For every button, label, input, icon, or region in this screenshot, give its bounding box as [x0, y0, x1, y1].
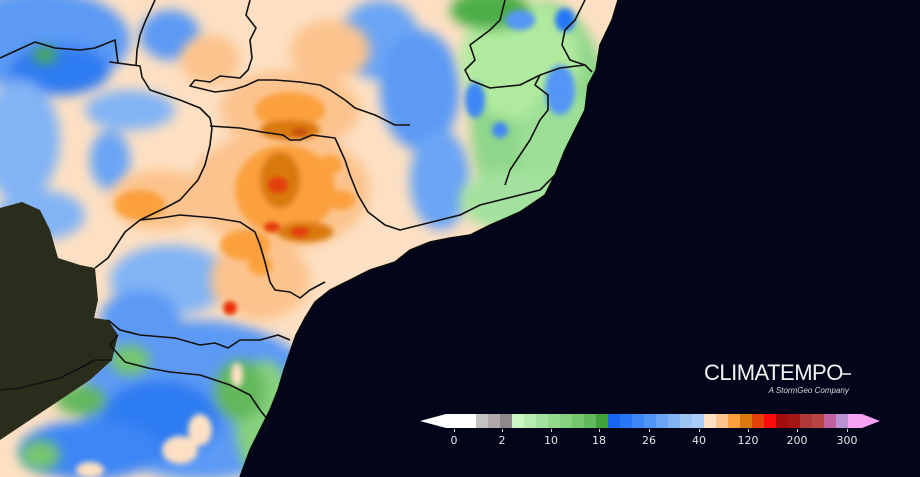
colorbar-segment — [728, 414, 740, 428]
colorbar-segment — [476, 414, 488, 428]
colorbar-tick-label: 0 — [450, 434, 458, 447]
colorbar-segment — [488, 414, 500, 428]
colorbar-tick-label: 40 — [692, 434, 706, 447]
colorbar-segment — [848, 414, 862, 428]
colorbar-segment — [596, 414, 608, 428]
colorbar-segment — [740, 414, 752, 428]
colorbar-tick-label: 120 — [737, 434, 759, 447]
colorbar-tick-label: 18 — [592, 434, 606, 447]
climatempo-o-arrow-icon — [840, 373, 851, 375]
colorbar-segment — [656, 414, 668, 428]
colorbar-segment — [548, 414, 560, 428]
colorbar-segment — [524, 414, 536, 428]
colorbar-segment — [632, 414, 644, 428]
colorbar-under-arrow — [420, 414, 446, 428]
masked-neighbor-country — [0, 202, 118, 440]
state-borders — [0, 0, 593, 431]
colorbar-tick — [454, 429, 455, 432]
colorbar-segment — [812, 414, 824, 428]
colorbar-tick-label: 2 — [498, 434, 506, 447]
brand-tagline: A StormGeo Company — [768, 386, 849, 395]
colorbar-tick — [551, 429, 552, 432]
colorbar-tick — [699, 429, 700, 432]
colorbar-segment — [608, 414, 620, 428]
coastline — [239, 0, 619, 477]
colorbar-tick — [847, 429, 848, 432]
colorbar-segment — [536, 414, 548, 428]
colorbar-segment — [512, 414, 524, 428]
colorbar-arrows — [420, 414, 880, 428]
brand-name: CLIMATEMPO — [704, 362, 851, 384]
colorbar-segment — [668, 414, 680, 428]
colorbar-segment — [500, 414, 512, 428]
colorbar-segment — [800, 414, 812, 428]
colorbar-segment — [644, 414, 656, 428]
colorbar-segment — [752, 414, 764, 428]
colorbar-segment — [572, 414, 584, 428]
colorbar-tick — [502, 429, 503, 432]
brand-name-text: CLIMATEMPO — [704, 360, 843, 385]
colorbar-segment — [836, 414, 848, 428]
colorbar-tick — [748, 429, 749, 432]
colorbar-tick-label: 26 — [642, 434, 656, 447]
colorbar-tick-label: 200 — [786, 434, 808, 447]
colorbar-segment — [824, 414, 836, 428]
colorbar-tick — [599, 429, 600, 432]
colorbar-tick — [797, 429, 798, 432]
colorbar-segment — [584, 414, 596, 428]
precipitation-colorbar: 0 2 10 18 26 40 120 200 300 — [420, 414, 880, 448]
colorbar-segment — [680, 414, 692, 428]
colorbar-over-arrow — [862, 414, 880, 428]
colorbar-segment — [704, 414, 716, 428]
colorbar-segment — [788, 414, 800, 428]
colorbar-tick-label: 300 — [836, 434, 858, 447]
colorbar-segment — [560, 414, 572, 428]
colorbar-segment — [692, 414, 704, 428]
colorbar-tick-label: 10 — [544, 434, 558, 447]
colorbar-segment — [776, 414, 788, 428]
colorbar-segment — [620, 414, 632, 428]
climatempo-logo: CLIMATEMPO A StormGeo Company — [704, 362, 851, 395]
colorbar-tick — [649, 429, 650, 432]
colorbar-segment — [716, 414, 728, 428]
colorbar-segment — [764, 414, 776, 428]
colorbar-segment — [446, 414, 476, 428]
